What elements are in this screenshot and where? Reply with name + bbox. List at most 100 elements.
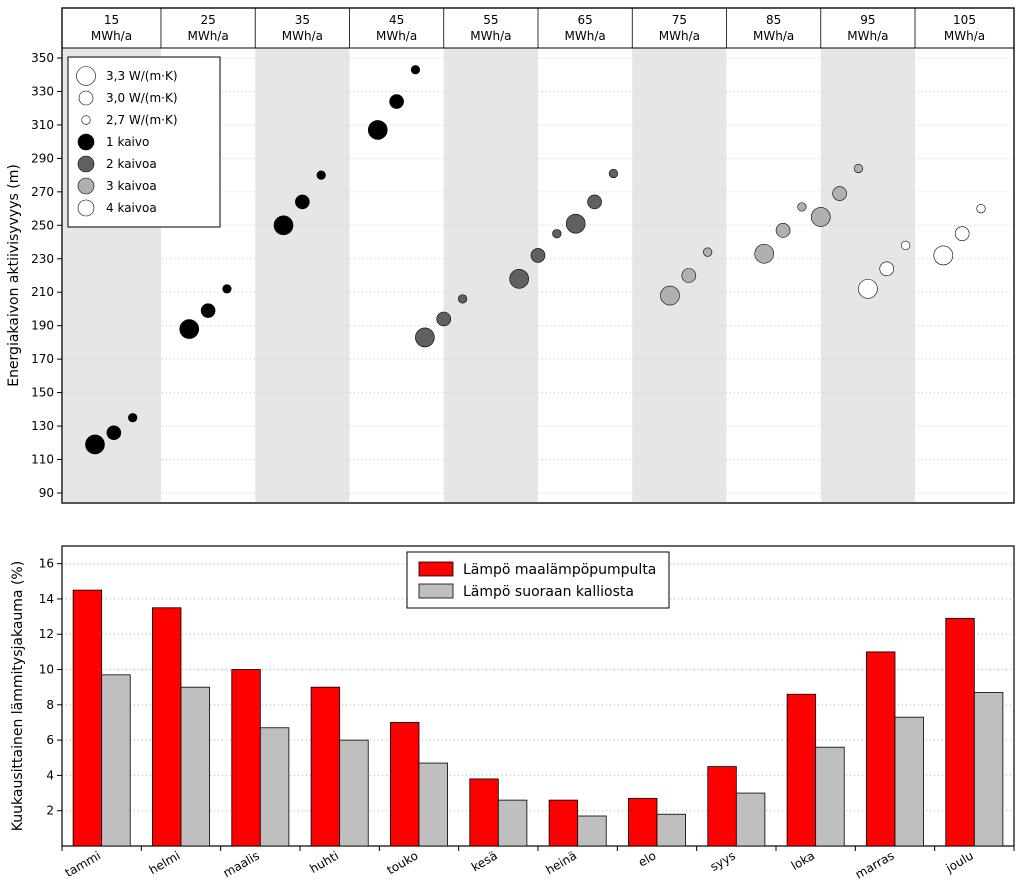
scatter-point xyxy=(295,195,309,209)
scatter-point xyxy=(368,120,387,139)
y-tick-label: 14 xyxy=(39,592,54,606)
y-tick-label: 16 xyxy=(39,557,54,571)
bar xyxy=(340,740,369,846)
scatter-point xyxy=(798,203,807,212)
scatter-point xyxy=(201,304,215,318)
legend-swatch xyxy=(419,562,453,576)
y-tick-label: 210 xyxy=(31,285,54,299)
band-header-number: 65 xyxy=(577,13,592,27)
scatter-point xyxy=(510,269,529,288)
bar xyxy=(73,590,102,846)
scatter-point xyxy=(609,169,618,178)
bar xyxy=(787,694,816,846)
scatter-point xyxy=(934,246,953,265)
scatter-point xyxy=(854,164,863,173)
bar xyxy=(470,779,499,846)
scatter-point xyxy=(858,279,877,298)
legend-label: Lämpö maalämpöpumpulta xyxy=(463,562,656,578)
bar xyxy=(498,800,527,846)
band-header-unit: MWh/a xyxy=(944,29,985,43)
scatter-point xyxy=(955,227,969,241)
bar xyxy=(232,670,261,846)
legend-marker xyxy=(77,67,96,86)
legend-swatch xyxy=(419,584,453,598)
y-tick-label: 8 xyxy=(46,698,54,712)
scatter-point xyxy=(566,214,585,233)
band-header-unit: MWh/a xyxy=(659,29,700,43)
scatter-point xyxy=(274,216,293,235)
y-tick-label: 130 xyxy=(31,419,54,433)
scatter-point xyxy=(437,312,451,326)
y-tick-label: 10 xyxy=(39,663,54,677)
legend-label: 3,3 W/(m·K) xyxy=(106,69,178,83)
bar xyxy=(866,652,895,846)
y-axis-label: Kuukausittainen lämmitysjakauma (%) xyxy=(10,561,26,831)
band-header-unit: MWh/a xyxy=(187,29,228,43)
scatter-point xyxy=(833,187,847,201)
bar xyxy=(816,747,845,846)
y-tick-label: 6 xyxy=(46,733,54,747)
y-tick-label: 350 xyxy=(31,51,54,65)
bar xyxy=(181,687,210,846)
scatter-point xyxy=(776,223,790,237)
scatter-point xyxy=(390,95,404,109)
bar xyxy=(578,816,607,846)
band-header-number: 95 xyxy=(860,13,875,27)
y-tick-label: 150 xyxy=(31,386,54,400)
scatter-point xyxy=(85,435,104,454)
scatter-point xyxy=(977,204,986,213)
scatter-point xyxy=(107,426,121,440)
scatter-point xyxy=(128,413,137,422)
bar xyxy=(736,793,765,846)
legend-label: 1 kaivo xyxy=(106,135,149,149)
legend-label: 3,0 W/(m·K) xyxy=(106,91,178,105)
band-header-unit: MWh/a xyxy=(376,29,417,43)
band-header-unit: MWh/a xyxy=(91,29,132,43)
y-tick-label: 110 xyxy=(31,453,54,467)
top-scatter-chart: 15 MWh/a 25 MWh/a 35 MWh/a 45 MWh/a 55 MWh/a 65 MWh… xyxy=(6,8,1014,503)
band-header-number: 15 xyxy=(104,13,119,27)
legend-label: 4 kaivoa xyxy=(106,201,157,215)
band-header-unit: MWh/a xyxy=(847,29,888,43)
scatter-point xyxy=(180,320,199,339)
bar xyxy=(549,800,578,846)
band-header-number: 45 xyxy=(389,13,404,27)
scatter-point xyxy=(415,328,434,347)
band-header-unit: MWh/a xyxy=(753,29,794,43)
y-tick-label: 290 xyxy=(31,151,54,165)
legend-marker xyxy=(82,116,91,125)
y-tick-label: 90 xyxy=(39,486,54,500)
bar xyxy=(657,814,686,846)
scatter-point xyxy=(588,195,602,209)
legend-marker xyxy=(78,178,94,194)
scatter-point xyxy=(531,248,545,262)
scatter-point xyxy=(703,248,712,257)
bar xyxy=(895,717,924,846)
band-header-number: 105 xyxy=(953,13,976,27)
legend-label: 2 kaivoa xyxy=(106,157,157,171)
y-tick-label: 250 xyxy=(31,218,54,232)
y-tick-label: 2 xyxy=(46,804,54,818)
y-tick-label: 190 xyxy=(31,319,54,333)
bar xyxy=(628,798,657,846)
y-tick-label: 270 xyxy=(31,185,54,199)
legend-marker xyxy=(78,156,94,172)
scatter-point xyxy=(811,207,830,226)
band-header-number: 55 xyxy=(483,13,498,27)
bar xyxy=(390,722,419,846)
legend-marker xyxy=(79,91,93,105)
bar xyxy=(260,728,289,846)
legend-label: 3 kaivoa xyxy=(106,179,157,193)
band-header-unit: MWh/a xyxy=(470,29,511,43)
scatter-point xyxy=(755,244,774,263)
y-tick-label: 230 xyxy=(31,252,54,266)
scatter-point xyxy=(317,171,326,180)
scatter-point xyxy=(880,262,894,276)
band-header-number: 35 xyxy=(295,13,310,27)
bar xyxy=(974,692,1003,846)
bar xyxy=(311,687,340,846)
bar xyxy=(946,618,975,846)
legend-label: 2,7 W/(m·K) xyxy=(106,113,178,127)
band-header-number: 25 xyxy=(200,13,215,27)
band-header-unit: MWh/a xyxy=(565,29,606,43)
